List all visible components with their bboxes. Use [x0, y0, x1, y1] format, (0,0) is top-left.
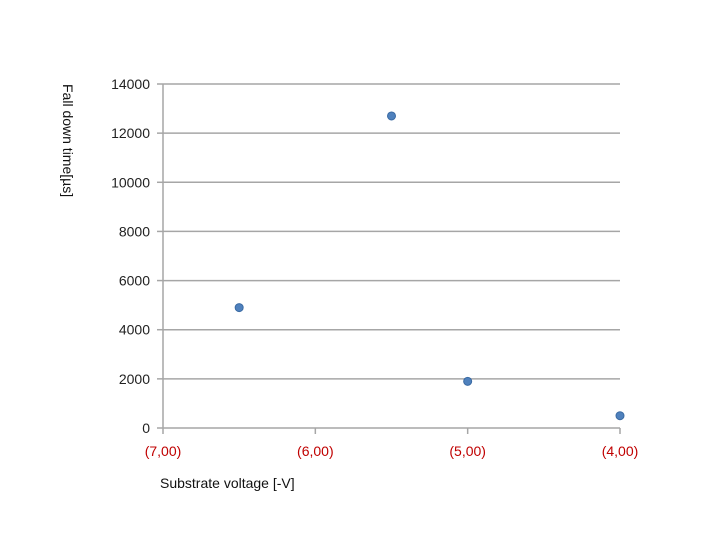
- data-point: [615, 411, 625, 421]
- data-point: [387, 111, 396, 121]
- y-tick-label: 4000: [119, 322, 150, 338]
- x-tick-label: (7,00): [145, 443, 182, 459]
- y-tick-labels: 0 2000 4000 6000 8000 10000 12000 14000: [111, 76, 150, 436]
- data-points: [234, 111, 625, 421]
- y-tick-label: 12000: [111, 125, 150, 141]
- gridlines: [163, 83, 620, 380]
- x-tick-label: (4,00): [602, 443, 639, 459]
- y-tick-label: 2000: [119, 371, 150, 387]
- x-tick-label: (5,00): [449, 443, 486, 459]
- x-tick-label: (6,00): [297, 443, 334, 459]
- data-point: [463, 376, 473, 386]
- y-tick-label: 8000: [119, 223, 150, 239]
- data-point: [234, 303, 244, 313]
- axes: [157, 83, 621, 434]
- y-axis-label: Fall down time[µs]: [60, 84, 76, 197]
- x-tick-labels: (7,00) (6,00) (5,00) (4,00): [145, 443, 639, 459]
- y-tick-label: 0: [142, 420, 150, 436]
- y-tick-label: 10000: [111, 174, 150, 190]
- y-tick-label: 6000: [119, 273, 150, 289]
- y-tick-label: 14000: [111, 76, 150, 92]
- x-axis-label: Substrate voltage [-V]: [160, 475, 295, 491]
